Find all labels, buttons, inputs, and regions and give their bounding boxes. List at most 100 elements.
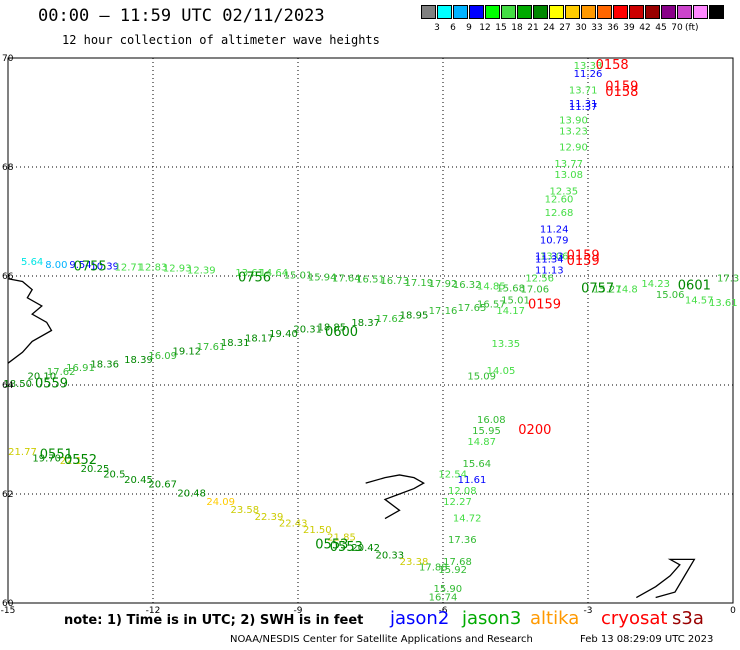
wave-height-value: 20.25 [81, 464, 110, 475]
wave-height-value: 13.90 [559, 115, 588, 126]
pass-time-label: 0159 [528, 298, 561, 313]
wave-height-value: 16.73 [380, 276, 409, 287]
pass-time-label: 0159 [567, 254, 600, 269]
wave-height-value: 13.23 [559, 126, 588, 137]
wave-height-value: 15.90 [434, 584, 463, 595]
wave-height-value: 22.43 [279, 519, 308, 530]
wave-height-value: 14.17 [496, 306, 525, 317]
wave-height-value: 14.72 [453, 513, 482, 524]
wave-height-value: 13.06 [540, 252, 569, 263]
scale-label: 30 [575, 23, 587, 33]
wave-height-value: 13.33 [574, 61, 603, 72]
scale-label: 33 [591, 23, 603, 33]
wave-height-value: 12.68 [545, 208, 574, 219]
scale-swatch [709, 5, 724, 19]
wave-height-value: 11.33 [535, 252, 564, 263]
lat-tick-label: 60 [2, 599, 14, 609]
wave-height-value: 8.00 [45, 260, 67, 271]
scale-label: 21 [527, 23, 539, 33]
wave-height-value: 12.90 [559, 143, 588, 154]
pass-time-label: 0200 [518, 423, 551, 438]
wave-height-value: 11.13 [535, 265, 564, 276]
wave-height-value: 14.64 [260, 268, 289, 279]
pass-time-label: 0757 [581, 281, 614, 296]
pass-time-label: 0159 [567, 249, 600, 264]
wave-height-value: 21.77 [8, 447, 37, 458]
wave-height-value: 17.62 [376, 314, 405, 325]
pass-time-label: 0601 [678, 279, 711, 294]
wave-height-value: 18.31 [221, 338, 250, 349]
scale-swatch [677, 5, 692, 19]
scale-swatch [549, 5, 564, 19]
wave-height-value: 21.50 [303, 525, 332, 536]
pass-time-label: 0553 [315, 538, 348, 553]
wave-height-value: 12.83 [139, 263, 168, 274]
map-axes: -15 -12 -9 -6 -3 0 70 68 66 64 62 60 [1, 54, 736, 616]
scale-swatch [437, 5, 452, 19]
wave-height-value: 15.68 [496, 283, 525, 294]
lat-tick-label: 68 [2, 163, 14, 173]
scale-swatch [501, 5, 516, 19]
scale-unit: (ft) [685, 23, 699, 33]
wave-height-value: 15.94 [308, 272, 337, 283]
wave-height-value: 22.39 [255, 512, 284, 523]
scale-swatch [581, 5, 596, 19]
coastlines [7, 278, 696, 599]
wave-height-value: 12.60 [545, 194, 574, 205]
wave-height-value: 17.61 [197, 342, 226, 353]
pass-time-label: 0158 [605, 85, 638, 100]
wave-height-value: 16.09 [148, 351, 177, 362]
scale-swatch [469, 5, 484, 19]
wave-height-value: 12.08 [448, 486, 477, 497]
scale-swatch [661, 5, 676, 19]
wave-height-value: 20.5 [103, 470, 125, 481]
pass-time-label: 0552 [64, 453, 97, 468]
wave-height-value: 17.64 [332, 273, 361, 284]
page-title: 00:00 – 11:59 UTC 02/11/2023 [38, 6, 325, 26]
wave-height-value: 14.05 [487, 366, 516, 377]
wave-height-value: 12.93 [163, 264, 192, 275]
scale-label: 12 [479, 23, 491, 33]
legend-jason2: jason2 [390, 608, 450, 629]
wave-height-value: 11.24 [540, 224, 569, 235]
wave-height-value: 23.38 [400, 557, 429, 568]
wave-height-value: 17.65 [458, 303, 487, 314]
pass-time-label: 0551 [40, 448, 73, 463]
wave-height-value: 13.71 [569, 85, 598, 96]
wave-height-value: 18.39 [124, 355, 153, 366]
wave-height-value: 11.34 [535, 254, 564, 265]
wave-height-value: 19.40 [269, 329, 298, 340]
wave-height-value: 12.39 [187, 265, 216, 276]
wave-height-value: 20.67 [148, 479, 177, 490]
legend-s3a: s3a [672, 608, 704, 629]
wave-height-value: 17.36 [448, 535, 477, 546]
scale-swatch [421, 5, 436, 19]
scale-swatch [645, 5, 660, 19]
scale-label: 6 [450, 23, 456, 33]
scale-swatch [597, 5, 612, 19]
wave-height-value: 17.92 [429, 279, 458, 290]
wave-height-value: 15.95 [472, 426, 501, 437]
pass-time-label: 0755 [74, 260, 107, 275]
wave-height-value: 12.35 [550, 186, 579, 197]
lat-tick-label: 66 [2, 272, 14, 282]
wave-height-value: 17.06 [521, 284, 550, 295]
pass-time-label: 0559 [35, 377, 68, 392]
wave-height-value: 18.85 [318, 323, 347, 334]
wave-height-value: 10.39 [90, 261, 119, 272]
scale-label: 9 [466, 23, 472, 33]
wave-height-value: 20.42 [351, 543, 380, 554]
lon-tick-label: -12 [146, 606, 161, 616]
legend-cryosat: cryosat [601, 608, 668, 629]
map-frame [7, 57, 734, 604]
map-grid [7, 57, 734, 604]
wave-height-value: 17.68 [443, 557, 472, 568]
wave-height-value: 11.61 [458, 475, 487, 486]
wave-height-value: 14.57 [685, 295, 714, 306]
scale-swatch [693, 5, 708, 19]
wave-height-value: 11.26 [574, 69, 603, 80]
wave-height-value: 17.3 [717, 273, 739, 284]
wave-height-value: 9.54 [69, 260, 91, 271]
scale-label: 45 [655, 23, 667, 33]
